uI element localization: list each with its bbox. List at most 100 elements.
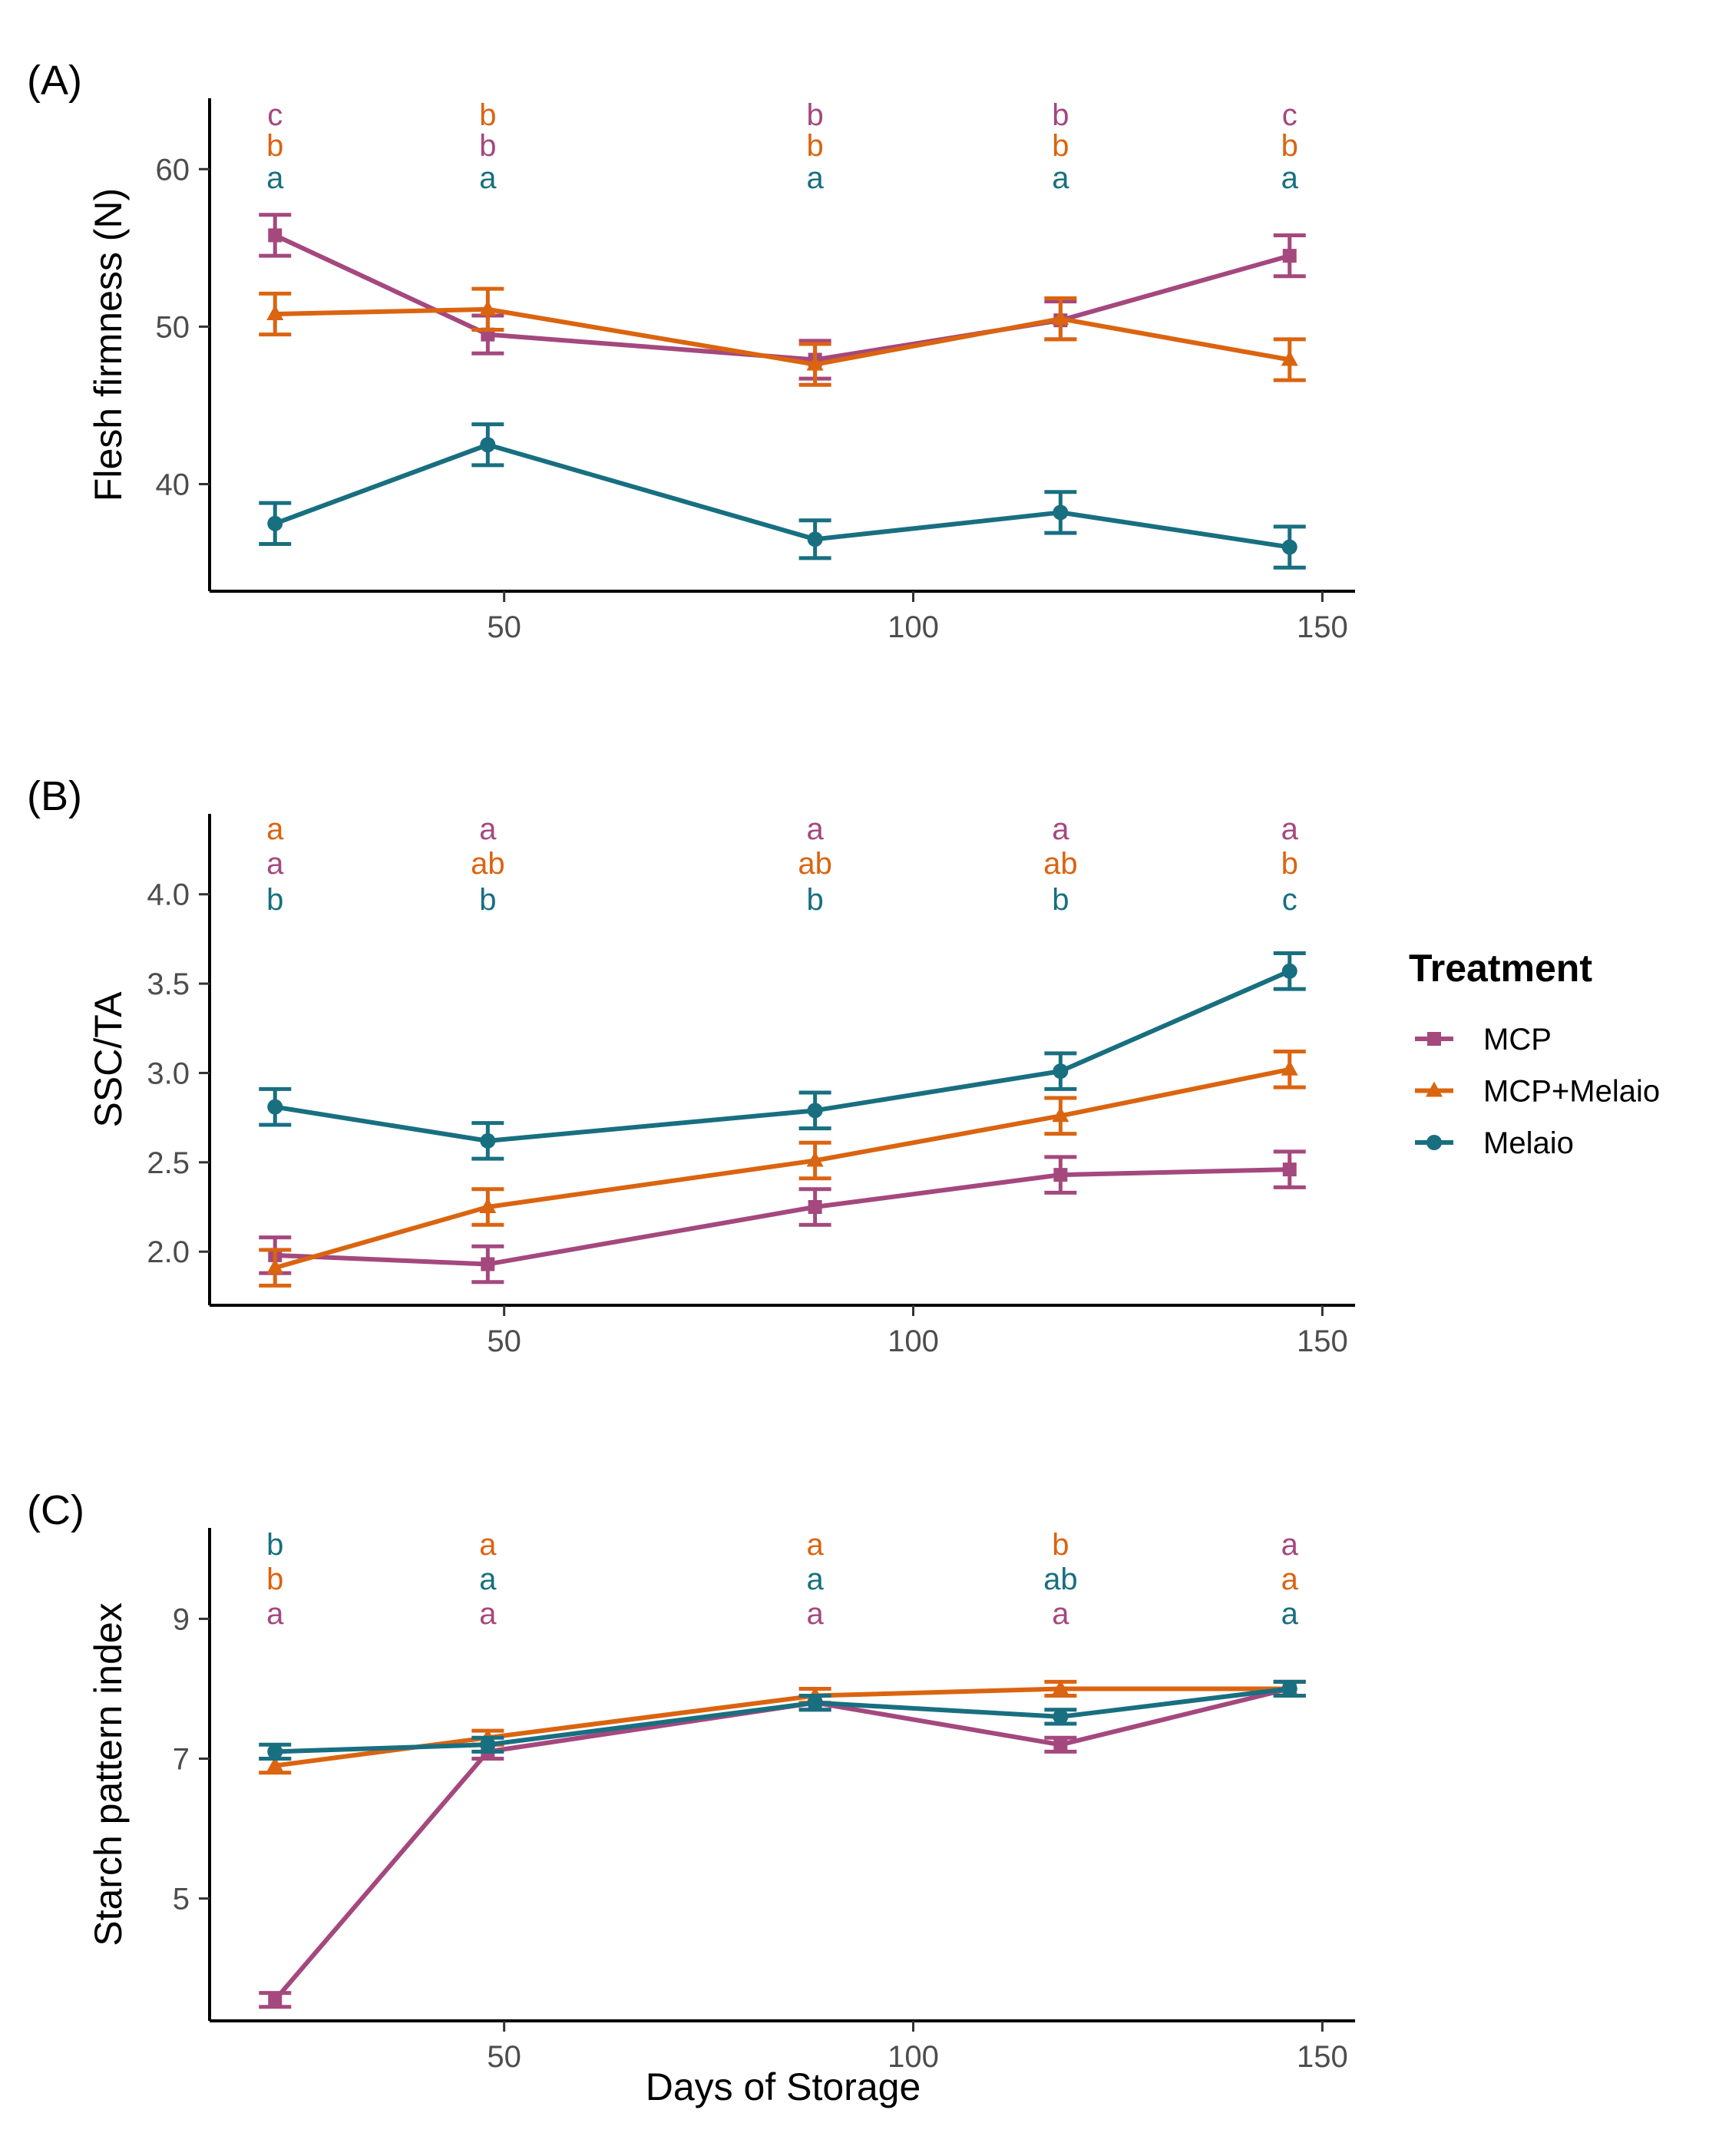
significance-letter: a bbox=[807, 1597, 825, 1631]
significance-letter: a bbox=[266, 161, 284, 195]
data-point bbox=[266, 305, 284, 321]
significance-letter: a bbox=[266, 1597, 284, 1631]
significance-letter: a bbox=[807, 1562, 825, 1596]
series-mcp-melaio bbox=[259, 1050, 1306, 1288]
significance-letter: a bbox=[1281, 1528, 1299, 1562]
data-point bbox=[1052, 309, 1069, 326]
panel-label: (C) bbox=[27, 1487, 84, 1533]
y-tick-label: 4.0 bbox=[147, 878, 190, 912]
x-tick-label: 100 bbox=[888, 2040, 939, 2074]
data-point bbox=[1281, 1681, 1297, 1697]
data-point bbox=[808, 1200, 822, 1214]
data-point bbox=[807, 1695, 823, 1711]
significance-letter: b bbox=[1281, 129, 1298, 163]
series-melaio bbox=[259, 951, 1306, 1161]
significance-letter: a bbox=[1052, 812, 1069, 846]
data-point bbox=[807, 1103, 823, 1119]
x-tick-label: 50 bbox=[487, 610, 521, 644]
data-point bbox=[1053, 1168, 1068, 1182]
significance-letter: a bbox=[1052, 1597, 1069, 1631]
significance-letter: b bbox=[479, 883, 496, 917]
significance-letter: a bbox=[479, 812, 497, 846]
data-point bbox=[806, 1151, 824, 1167]
significance-letter: c bbox=[267, 98, 283, 132]
data-point bbox=[267, 1744, 283, 1760]
significance-letter: b bbox=[807, 883, 824, 917]
series-line bbox=[274, 969, 1291, 1143]
legend-items: MCP MCP+Melaio Melaio bbox=[1415, 1023, 1660, 1160]
x-tick-label: 150 bbox=[1297, 610, 1348, 644]
significance-letter: a bbox=[479, 1562, 497, 1596]
series-mcp-melaio bbox=[259, 1679, 1306, 1775]
x-tick-label: 50 bbox=[487, 2040, 521, 2074]
data-point bbox=[266, 1756, 284, 1772]
y-tick-label: 9 bbox=[173, 1602, 190, 1636]
data-point bbox=[1053, 1708, 1069, 1724]
legend-item-label: Melaio bbox=[1483, 1126, 1574, 1160]
significance-letter: a bbox=[807, 1528, 825, 1562]
significance-letter: a bbox=[479, 161, 497, 195]
x-tick-label: 150 bbox=[1297, 1324, 1348, 1358]
legend-item-label: MCP+Melaio bbox=[1483, 1075, 1660, 1109]
significance-letter: b bbox=[1052, 1528, 1069, 1562]
series-mcp bbox=[259, 1679, 1306, 2009]
x-axis-title: Days of Storage bbox=[646, 2065, 921, 2108]
significance-letter: ab bbox=[1043, 847, 1078, 881]
y-tick-label: 2.0 bbox=[147, 1235, 190, 1269]
significance-letter: a bbox=[1281, 812, 1299, 846]
significance-letter: a bbox=[807, 812, 825, 846]
panel-label: (B) bbox=[27, 773, 82, 819]
significance-letter: b bbox=[807, 129, 824, 163]
y-axis-title: Flesh firmness (N) bbox=[87, 188, 130, 501]
y-tick-label: 60 bbox=[156, 153, 190, 187]
data-point bbox=[1053, 504, 1069, 521]
legend-key-marker bbox=[1426, 1081, 1443, 1097]
significance-letter: a bbox=[479, 1528, 497, 1562]
data-point bbox=[1282, 1162, 1297, 1177]
series-melaio bbox=[259, 422, 1306, 570]
data-point bbox=[481, 1257, 495, 1271]
data-point bbox=[267, 1099, 283, 1115]
significance-letter: b bbox=[1052, 883, 1069, 917]
significance-letter: ab bbox=[798, 847, 832, 881]
y-axis-title: SSC/TA bbox=[87, 991, 130, 1128]
significance-letter: ab bbox=[1043, 1562, 1078, 1596]
series-line bbox=[274, 442, 1291, 550]
series-melaio bbox=[259, 1679, 1306, 1761]
legend: Treatment MCP MCP+Melaio Melaio bbox=[1409, 947, 1660, 1160]
significance-letter: c bbox=[1282, 883, 1297, 917]
series-mcp bbox=[259, 213, 1306, 381]
data-point bbox=[479, 1198, 497, 1213]
legend-item-label: MCP bbox=[1483, 1023, 1552, 1057]
data-point bbox=[1281, 350, 1298, 366]
series-line bbox=[275, 1167, 1290, 1267]
significance-letter: a bbox=[266, 812, 284, 846]
legend-key-marker bbox=[1427, 1032, 1441, 1046]
y-tick-label: 50 bbox=[156, 310, 190, 344]
significance-letter: a bbox=[807, 161, 825, 195]
series-line bbox=[273, 1686, 1291, 2002]
significance-letter: a bbox=[1281, 1562, 1299, 1596]
legend-title: Treatment bbox=[1409, 947, 1592, 990]
series-line bbox=[273, 233, 1291, 362]
y-tick-label: 3.5 bbox=[147, 967, 190, 1001]
y-tick-label: 3.0 bbox=[147, 1057, 190, 1090]
data-point bbox=[1052, 1106, 1069, 1123]
significance-letter: b bbox=[266, 883, 283, 917]
data-point bbox=[1282, 249, 1297, 263]
significance-letter: b bbox=[479, 129, 496, 163]
significance-letter: b bbox=[479, 98, 496, 132]
data-point bbox=[480, 1737, 496, 1753]
y-tick-label: 5 bbox=[173, 1883, 190, 1916]
data-point bbox=[1281, 963, 1297, 979]
x-tick-label: 100 bbox=[888, 1324, 939, 1358]
data-point bbox=[806, 355, 824, 371]
significance-letter: b bbox=[1281, 847, 1298, 881]
series-mcp-melaio bbox=[259, 286, 1306, 387]
data-point bbox=[479, 299, 497, 316]
y-axis-title: Starch pattern index bbox=[87, 1602, 130, 1946]
